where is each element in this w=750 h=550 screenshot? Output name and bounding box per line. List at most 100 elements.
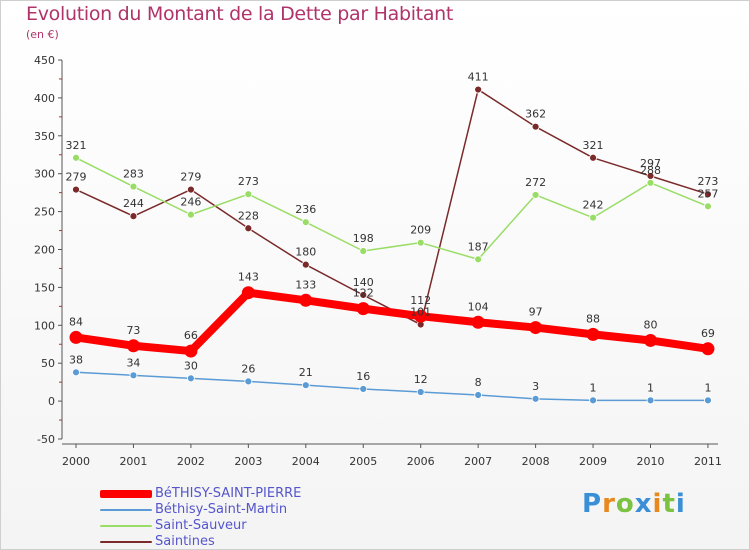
data-label: 1 (590, 381, 597, 394)
data-label: 288 (640, 164, 661, 177)
data-label: 1 (647, 381, 654, 394)
data-label: 273 (697, 175, 718, 188)
data-point (301, 381, 310, 390)
data-label: 12 (414, 373, 428, 386)
y-tick-label: 400 (34, 92, 55, 105)
data-label: 80 (644, 318, 658, 331)
data-label: 236 (295, 203, 316, 216)
data-point (474, 85, 483, 94)
data-point (186, 185, 195, 194)
data-label: 279 (66, 171, 87, 184)
x-tick-label: 2011 (694, 455, 722, 468)
legend-label: Béthisy-Saint-Martin (155, 502, 288, 517)
data-point (416, 388, 425, 396)
data-point (69, 330, 83, 344)
x-tick-label: 2006 (407, 455, 435, 468)
legend-label: Saintines (155, 534, 215, 549)
data-label: 97 (529, 306, 543, 319)
data-label: 104 (468, 300, 489, 313)
data-label: 21 (299, 366, 313, 379)
data-label: 362 (525, 108, 546, 121)
data-label: 133 (295, 278, 316, 291)
data-point (184, 344, 198, 358)
data-label: 30 (184, 359, 198, 372)
data-point (704, 202, 712, 211)
data-point (414, 309, 428, 323)
data-point (301, 218, 310, 227)
data-label: 122 (353, 287, 374, 300)
proxiti-logo: Proxiti (582, 489, 686, 519)
data-label: 3 (532, 380, 539, 393)
data-label: 38 (69, 353, 83, 366)
data-point (589, 396, 597, 405)
legend-item-saintines: Saintines (100, 534, 360, 550)
data-point (589, 213, 597, 222)
data-point (471, 315, 485, 329)
data-point (356, 302, 370, 316)
data-label: 321 (583, 139, 604, 152)
data-label: 143 (238, 271, 259, 284)
x-tick-label: 2004 (292, 455, 320, 468)
x-tick-label: 2002 (177, 455, 205, 468)
series-line (75, 88, 709, 326)
chart-title: Evolution du Montant de la Dette par Hab… (26, 3, 454, 25)
legend-item-saint-sauveur: Saint-Sauveur (100, 518, 360, 534)
y-tick-label: 300 (34, 168, 55, 181)
series-line (75, 157, 709, 261)
data-label: 34 (126, 356, 140, 369)
y-tick-label: -50 (37, 433, 55, 446)
unit-label: (en €) (26, 28, 59, 41)
legend-swatch (100, 541, 152, 543)
x-tick-label: 2000 (62, 455, 90, 468)
data-label: 84 (69, 315, 83, 328)
data-point (244, 224, 253, 233)
data-point (531, 191, 540, 199)
y-tick-label: 450 (34, 54, 55, 67)
legend: BéTHISY-SAINT-PIERRE Béthisy-Saint-Marti… (100, 486, 360, 550)
data-label: 244 (123, 197, 144, 210)
data-point (474, 391, 483, 399)
data-label: 101 (410, 306, 431, 319)
data-label: 16 (356, 370, 370, 383)
data-label: 283 (123, 168, 144, 181)
data-label: 246 (180, 196, 201, 209)
legend-swatch (100, 490, 152, 498)
y-tick-label: 250 (34, 206, 55, 219)
data-label: 228 (238, 209, 259, 222)
data-point (359, 291, 368, 299)
y-tick-label: 100 (34, 319, 55, 332)
data-label: 198 (353, 232, 374, 245)
series-line (75, 371, 709, 402)
data-point (299, 293, 313, 307)
legend-item-bethisy-saint-pierre: BéTHISY-SAINT-PIERRE (100, 486, 360, 502)
x-tick-label: 2007 (464, 455, 492, 468)
y-tick-label: 350 (34, 130, 55, 143)
data-label: 8 (475, 376, 482, 389)
data-label: 242 (583, 199, 604, 212)
data-label: 88 (586, 312, 600, 325)
data-label: 411 (468, 71, 489, 84)
data-label: 69 (701, 327, 715, 340)
legend-swatch (100, 509, 152, 511)
data-label: 180 (295, 246, 316, 259)
data-label: 73 (126, 324, 140, 337)
series-line (72, 288, 712, 356)
data-point (359, 385, 368, 393)
data-point (186, 210, 195, 219)
data-point (72, 368, 80, 377)
data-label: 140 (353, 276, 374, 289)
data-point (529, 321, 543, 335)
data-point (474, 255, 483, 264)
data-label: 1 (704, 381, 711, 394)
data-point (301, 260, 310, 269)
data-point (241, 286, 255, 300)
data-label: 26 (241, 362, 255, 375)
data-point (589, 153, 597, 162)
data-label: 112 (410, 294, 431, 307)
x-tick-label: 2001 (119, 455, 147, 468)
data-label: 257 (697, 187, 718, 200)
x-tick-label: 2003 (234, 455, 262, 468)
data-point (129, 212, 138, 221)
data-point (244, 190, 253, 199)
